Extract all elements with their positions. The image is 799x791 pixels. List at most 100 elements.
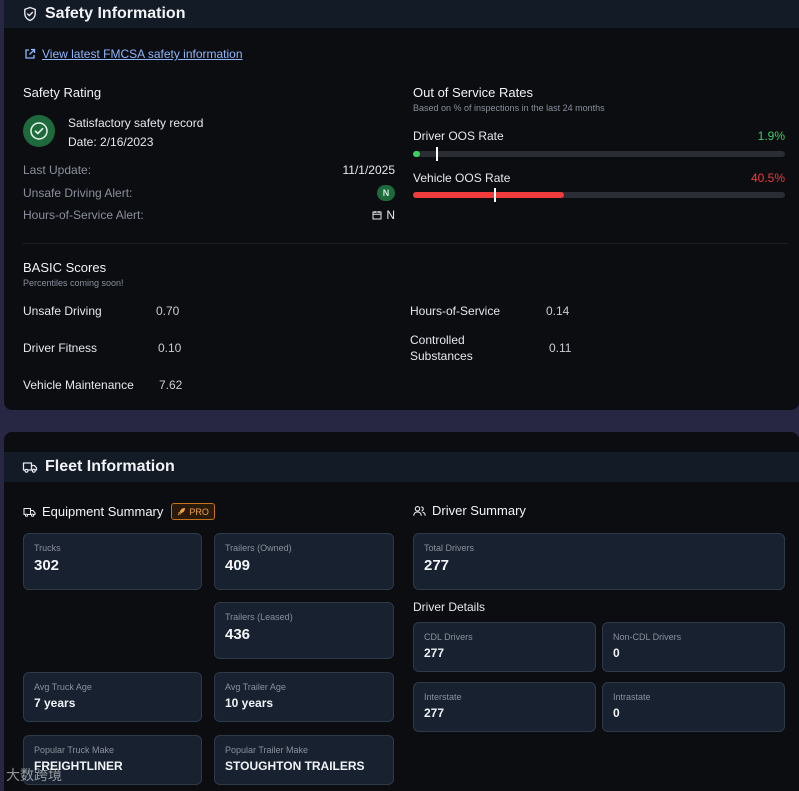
fleet-header: Fleet Information xyxy=(4,452,799,482)
noncdl-drivers-label: Non-CDL Drivers xyxy=(613,632,682,642)
score-label-controlled-substances-1: Controlled xyxy=(410,333,465,347)
score-value-driver-fitness: 0.10 xyxy=(158,341,182,355)
avg-truck-age-card: Avg Truck Age 7 years xyxy=(23,672,202,722)
popular-trailer-make-label: Popular Trailer Make xyxy=(225,745,309,755)
trailers-leased-value: 436 xyxy=(225,626,251,643)
popular-trailer-make-value: STOUGHTON TRAILERS xyxy=(225,759,365,773)
score-label-unsafe-driving: Unsafe Driving xyxy=(23,304,102,318)
driver-oos-label: Driver OOS Rate xyxy=(413,129,504,143)
trailers-leased-label: Trailers (Leased) xyxy=(225,612,293,622)
score-label-vehicle-maintenance: Vehicle Maintenance xyxy=(23,378,134,392)
fmcsa-link-text[interactable]: View latest FMCSA safety information xyxy=(42,47,243,61)
equipment-summary-title: Equipment Summary xyxy=(42,504,164,519)
avg-trailer-age-label: Avg Trailer Age xyxy=(225,682,286,692)
trailers-owned-card: Trailers (Owned) 409 xyxy=(214,533,394,590)
cdl-drivers-value: 277 xyxy=(424,646,445,660)
trucks-card: Trucks 302 xyxy=(23,533,202,590)
intrastate-label: Intrastate xyxy=(613,692,651,702)
fmcsa-link[interactable]: View latest FMCSA safety information xyxy=(24,47,243,61)
total-drivers-value: 277 xyxy=(424,557,450,574)
basic-scores-title: BASIC Scores xyxy=(23,260,107,275)
equipment-summary-heading: Equipment Summary PRO xyxy=(23,503,215,520)
pro-badge-text: PRO xyxy=(189,506,209,517)
safety-rating-title: Safety Rating xyxy=(23,85,102,100)
vehicle-oos-value: 40.5% xyxy=(750,171,785,185)
avg-truck-age-label: Avg Truck Age xyxy=(34,682,92,692)
total-drivers-label: Total Drivers xyxy=(424,543,475,553)
driver-oos-bar-fill xyxy=(413,151,421,157)
trailers-owned-label: Trailers (Owned) xyxy=(225,543,292,553)
avg-trailer-age-card: Avg Trailer Age 10 years xyxy=(214,672,394,722)
truck-small-icon xyxy=(23,507,36,517)
score-value-unsafe-driving: 0.70 xyxy=(156,304,180,318)
oos-subtitle: Based on % of inspections in the last 24… xyxy=(413,103,605,113)
rating-status-badge xyxy=(23,115,55,147)
rating-date: Date: 2/16/2023 xyxy=(68,135,154,149)
score-value-vehicle-maintenance: 7.62 xyxy=(159,378,183,392)
driver-details-title: Driver Details xyxy=(413,600,486,614)
unsafe-alert-label: Unsafe Driving Alert: xyxy=(23,186,133,200)
fleet-title: Fleet Information xyxy=(45,458,175,475)
trailers-owned-value: 409 xyxy=(225,557,251,574)
calendar-icon xyxy=(372,211,382,220)
trucks-value: 302 xyxy=(34,557,60,574)
hos-alert-row: Hours-of-Service Alert: N xyxy=(23,208,395,222)
popular-truck-make-label: Popular Truck Make xyxy=(34,745,115,755)
cdl-drivers-label: CDL Drivers xyxy=(424,632,473,642)
hos-alert-label: Hours-of-Service Alert: xyxy=(23,208,144,222)
score-label-hours-of-service: Hours-of-Service xyxy=(410,304,501,318)
safety-header: Safety Information xyxy=(4,0,799,28)
intrastate-card: Intrastate 0 xyxy=(602,682,785,732)
oos-title: Out of Service Rates xyxy=(413,85,533,100)
unsafe-alert-badge: N xyxy=(377,185,395,201)
popular-trailer-make-card: Popular Trailer Make STOUGHTON TRAILERS xyxy=(214,735,394,785)
interstate-value: 277 xyxy=(424,706,445,720)
hos-alert-value: N xyxy=(386,208,395,222)
trucks-label: Trucks xyxy=(34,543,61,553)
cdl-drivers-card: CDL Drivers 277 xyxy=(413,622,596,672)
shield-check-icon xyxy=(24,6,36,22)
driver-summary-title: Driver Summary xyxy=(432,503,526,518)
truck-icon xyxy=(22,462,38,473)
unsafe-alert-row: Unsafe Driving Alert: N xyxy=(23,185,395,201)
score-value-hours-of-service: 0.14 xyxy=(546,304,570,318)
last-update-label: Last Update: xyxy=(23,163,92,177)
rocket-icon xyxy=(178,508,186,516)
safety-information-panel: Safety Information View latest FMCSA saf… xyxy=(4,0,799,410)
fleet-information-panel: Fleet Information Equipment Summary PRO … xyxy=(4,432,799,791)
safety-title: Safety Information xyxy=(45,5,186,22)
score-label-controlled-substances-2: Substances xyxy=(410,349,473,363)
score-value-controlled-substances: 0.11 xyxy=(549,341,572,355)
noncdl-drivers-card: Non-CDL Drivers 0 xyxy=(602,622,785,672)
section-divider xyxy=(23,243,788,244)
total-drivers-card: Total Drivers 277 xyxy=(413,533,785,590)
interstate-label: Interstate xyxy=(424,692,462,702)
popular-truck-make-card: Popular Truck Make FREIGHTLINER xyxy=(23,735,202,785)
driver-oos-value: 1.9% xyxy=(757,129,785,143)
rating-record: Satisfactory safety record xyxy=(68,116,204,130)
watermark: 大数跨境 xyxy=(6,767,62,783)
last-update-value: 11/1/2025 xyxy=(342,163,396,177)
popular-truck-make-value: FREIGHTLINER xyxy=(34,759,123,773)
noncdl-drivers-value: 0 xyxy=(613,646,620,660)
driver-summary-heading: Driver Summary xyxy=(413,503,526,518)
check-circle-icon xyxy=(30,122,48,140)
users-icon xyxy=(413,505,426,516)
score-label-driver-fitness: Driver Fitness xyxy=(23,341,98,355)
trailers-leased-card: Trailers (Leased) 436 xyxy=(214,602,394,659)
vehicle-oos-bar-fill xyxy=(413,192,564,198)
vehicle-oos-national-marker xyxy=(493,188,496,202)
interstate-card: Interstate 277 xyxy=(413,682,596,732)
external-link-icon xyxy=(25,48,36,59)
driver-oos-national-marker xyxy=(436,147,439,161)
intrastate-value: 0 xyxy=(613,706,620,720)
basic-scores-subtitle: Percentiles coming soon! xyxy=(23,278,124,288)
pro-badge: PRO xyxy=(171,503,215,520)
hos-alert-value-wrap: N xyxy=(372,208,395,222)
avg-truck-age-value: 7 years xyxy=(34,696,76,710)
vehicle-oos-bar xyxy=(413,188,785,202)
avg-trailer-age-value: 10 years xyxy=(225,696,274,710)
last-update-row: Last Update: 11/1/2025 xyxy=(23,163,395,177)
vehicle-oos-label: Vehicle OOS Rate xyxy=(413,171,511,185)
driver-oos-bar xyxy=(413,147,785,161)
